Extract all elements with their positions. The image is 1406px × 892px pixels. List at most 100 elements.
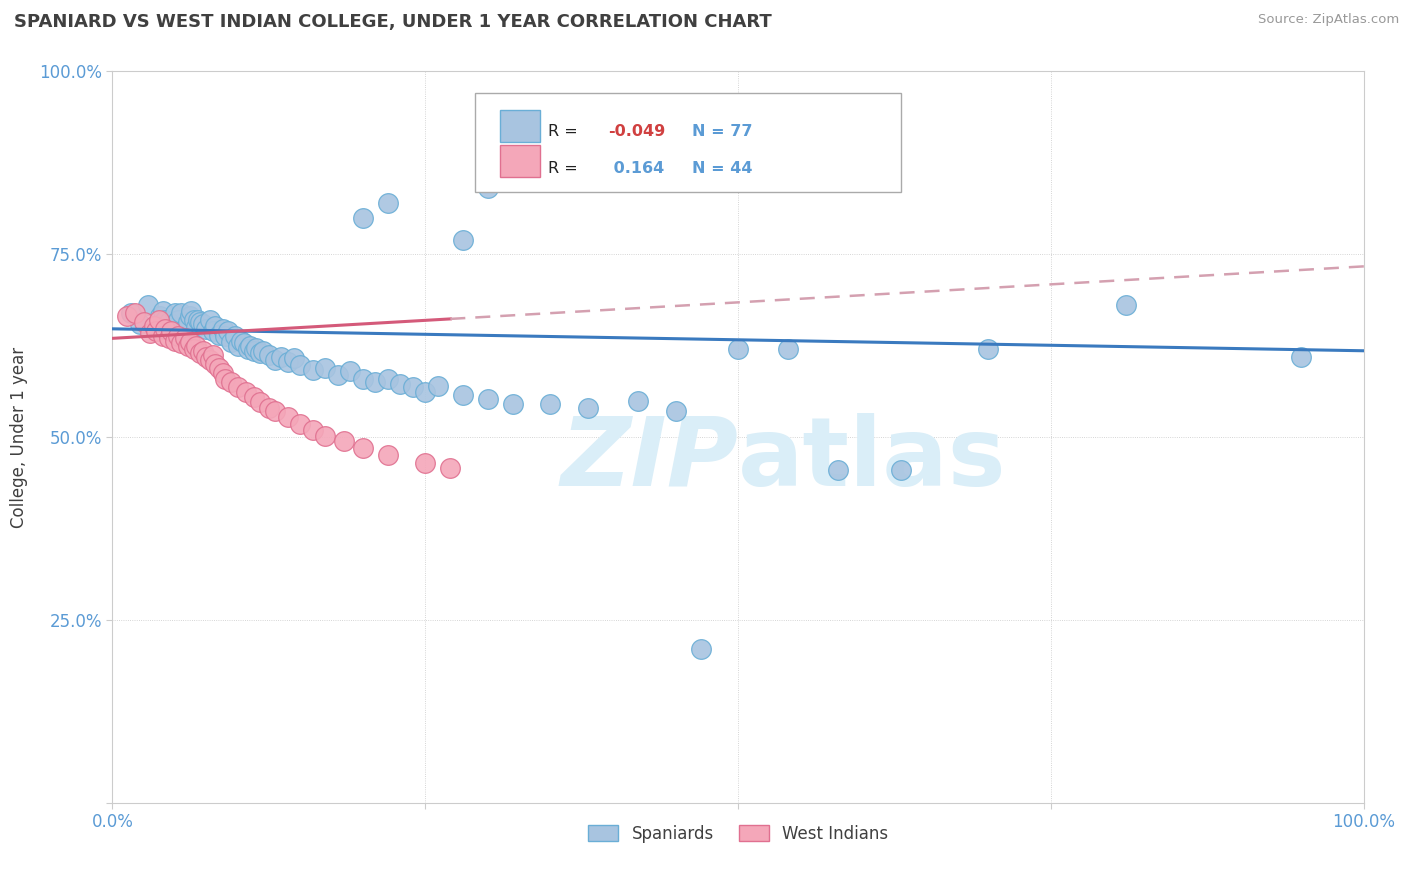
Point	[333, 434, 356, 448]
Point	[239, 338, 262, 352]
Point	[301, 363, 323, 377]
Point	[364, 376, 387, 390]
Point	[153, 313, 176, 327]
Point	[132, 314, 155, 328]
Point	[890, 463, 912, 477]
Text: R =: R =	[548, 124, 583, 139]
Point	[157, 314, 180, 328]
Point	[257, 401, 280, 415]
Point	[245, 341, 267, 355]
Point	[208, 327, 231, 342]
Point	[257, 348, 280, 362]
Point	[231, 334, 253, 348]
Point	[176, 338, 198, 352]
Point	[204, 318, 226, 333]
Point	[402, 380, 425, 394]
Point	[198, 353, 221, 368]
Point	[191, 343, 214, 358]
Point	[214, 329, 236, 343]
Point	[226, 338, 249, 352]
Point	[162, 324, 184, 338]
Point	[195, 322, 218, 336]
Point	[124, 306, 146, 320]
Point	[235, 384, 257, 399]
Point	[183, 313, 205, 327]
Point	[477, 181, 499, 195]
Point	[204, 357, 226, 371]
Point	[170, 336, 193, 351]
Point	[352, 371, 374, 385]
Point	[160, 324, 183, 338]
Text: -0.049: -0.049	[607, 124, 665, 139]
Text: SPANIARD VS WEST INDIAN COLLEGE, UNDER 1 YEAR CORRELATION CHART: SPANIARD VS WEST INDIAN COLLEGE, UNDER 1…	[14, 13, 772, 31]
Point	[129, 317, 152, 331]
Point	[214, 371, 236, 385]
Point	[264, 353, 287, 368]
Point	[166, 313, 188, 327]
Point	[211, 366, 233, 380]
Point	[352, 211, 374, 225]
Point	[187, 313, 209, 327]
Point	[502, 397, 524, 411]
Text: atlas: atlas	[738, 412, 1007, 506]
Point	[201, 348, 224, 362]
Point	[314, 428, 336, 442]
Point	[283, 351, 305, 365]
Point	[689, 642, 711, 657]
Point	[221, 334, 243, 349]
Point	[221, 376, 243, 390]
Point	[301, 423, 323, 437]
Text: N = 44: N = 44	[692, 161, 752, 176]
Point	[117, 310, 139, 324]
FancyBboxPatch shape	[501, 145, 540, 178]
Point	[451, 387, 474, 401]
FancyBboxPatch shape	[475, 94, 901, 192]
Point	[149, 310, 172, 324]
Point	[157, 331, 180, 345]
Point	[243, 390, 266, 404]
Point	[1115, 298, 1137, 312]
Point	[139, 326, 162, 341]
Point	[163, 320, 186, 334]
Point	[778, 343, 800, 357]
Point	[236, 343, 259, 357]
Point	[195, 350, 218, 364]
Point	[179, 334, 201, 349]
Point	[183, 343, 205, 357]
Legend: Spaniards, West Indians: Spaniards, West Indians	[582, 818, 894, 849]
Point	[145, 324, 167, 338]
Point	[339, 364, 361, 378]
Point	[186, 338, 208, 352]
Point	[249, 395, 271, 409]
Point	[451, 233, 474, 247]
Point	[188, 314, 211, 328]
Point	[243, 343, 266, 358]
Point	[148, 313, 170, 327]
Text: ZIP: ZIP	[560, 412, 738, 506]
Point	[208, 360, 231, 375]
Point	[426, 379, 449, 393]
Point	[270, 350, 292, 364]
Point	[166, 329, 188, 343]
Point	[314, 360, 336, 375]
Point	[163, 334, 186, 348]
Point	[477, 392, 499, 406]
Point	[727, 343, 749, 357]
Point	[224, 329, 246, 343]
Point	[191, 317, 214, 331]
Point	[152, 304, 174, 318]
Point	[352, 441, 374, 455]
Point	[226, 380, 249, 394]
Point	[977, 343, 1000, 357]
Point	[627, 393, 650, 408]
Point	[136, 298, 159, 312]
FancyBboxPatch shape	[501, 110, 540, 143]
Text: Source: ZipAtlas.com: Source: ZipAtlas.com	[1258, 13, 1399, 27]
Point	[152, 329, 174, 343]
Point	[252, 343, 274, 358]
Point	[290, 359, 312, 373]
Point	[1291, 350, 1313, 364]
Point	[120, 306, 142, 320]
Point	[211, 322, 233, 336]
Text: R =: R =	[548, 161, 583, 176]
